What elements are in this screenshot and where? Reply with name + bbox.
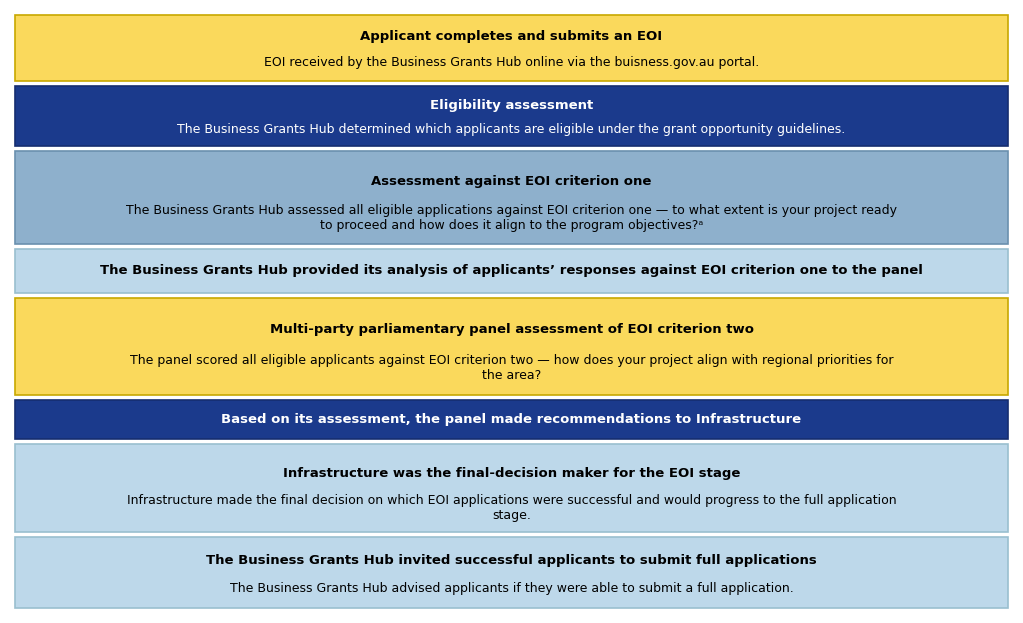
- Text: The panel scored all eligible applicants against EOI criterion two — how does yo: The panel scored all eligible applicants…: [130, 353, 893, 381]
- Text: Infrastructure made the final decision on which EOI applications were successful: Infrastructure made the final decision o…: [127, 494, 896, 522]
- FancyBboxPatch shape: [15, 86, 1008, 146]
- FancyBboxPatch shape: [15, 538, 1008, 608]
- FancyBboxPatch shape: [15, 444, 1008, 533]
- FancyBboxPatch shape: [15, 151, 1008, 244]
- Text: The Business Grants Hub determined which applicants are eligible under the grant: The Business Grants Hub determined which…: [177, 123, 846, 136]
- Text: Assessment against EOI criterion one: Assessment against EOI criterion one: [371, 175, 652, 188]
- Text: EOI received by the Business Grants Hub online via the buisness.gov.au portal.: EOI received by the Business Grants Hub …: [264, 56, 759, 69]
- FancyBboxPatch shape: [15, 400, 1008, 439]
- FancyBboxPatch shape: [15, 249, 1008, 293]
- Text: Applicant completes and submits an EOI: Applicant completes and submits an EOI: [360, 31, 663, 44]
- Text: The Business Grants Hub invited successful applicants to submit full application: The Business Grants Hub invited successf…: [206, 554, 817, 568]
- Text: The Business Grants Hub advised applicants if they were able to submit a full ap: The Business Grants Hub advised applican…: [229, 582, 794, 595]
- Text: Eligibility assessment: Eligibility assessment: [430, 100, 593, 112]
- FancyBboxPatch shape: [15, 298, 1008, 394]
- Text: The Business Grants Hub provided its analysis of applicants’ responses against E: The Business Grants Hub provided its ana…: [100, 264, 923, 277]
- FancyBboxPatch shape: [15, 15, 1008, 81]
- Text: Based on its assessment, the panel made recommendations to Infrastructure: Based on its assessment, the panel made …: [221, 413, 802, 426]
- Text: The Business Grants Hub assessed all eligible applications against EOI criterion: The Business Grants Hub assessed all eli…: [126, 204, 897, 232]
- Text: Multi-party parliamentary panel assessment of EOI criterion two: Multi-party parliamentary panel assessme…: [269, 323, 754, 336]
- Text: Infrastructure was the final-decision maker for the EOI stage: Infrastructure was the final-decision ma…: [282, 467, 741, 480]
